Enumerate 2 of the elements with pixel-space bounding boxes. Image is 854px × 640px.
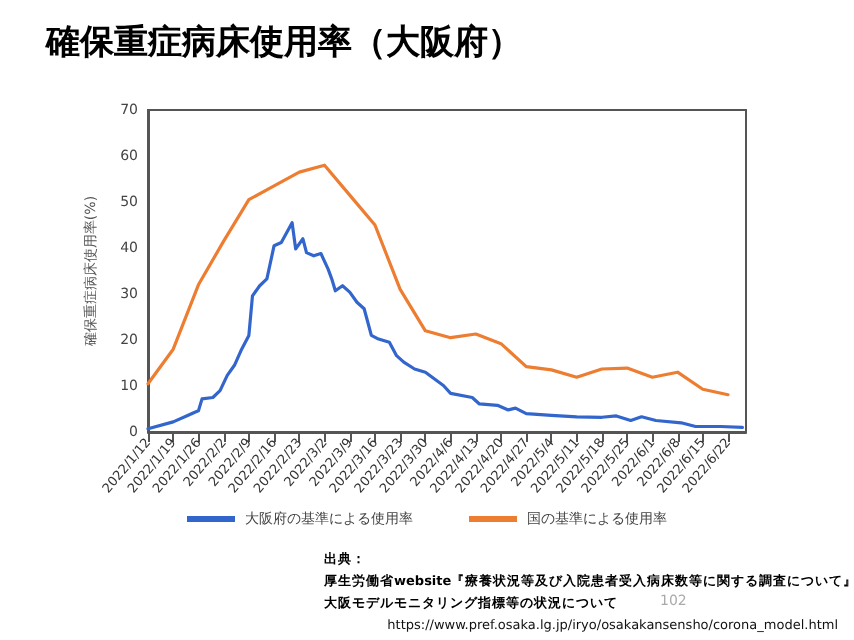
line-series [146,163,730,397]
chart-title: 確保重症病床使用率（大阪府） [44,23,522,63]
